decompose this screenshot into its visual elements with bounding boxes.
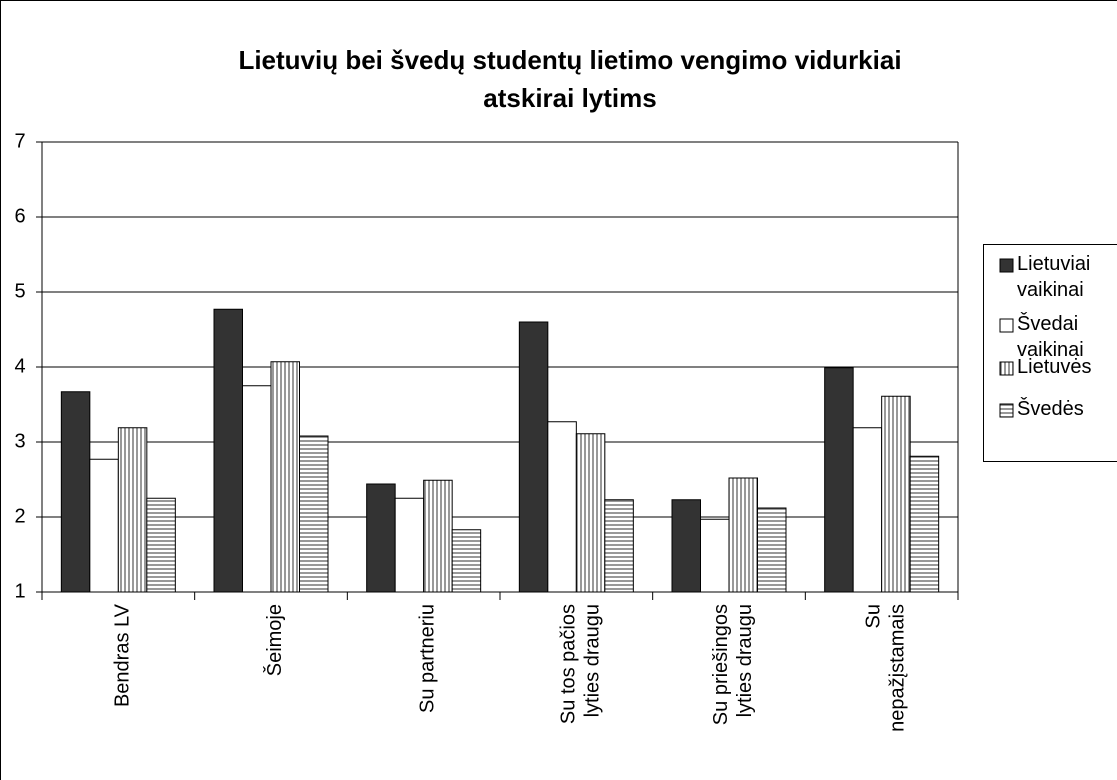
y-tick-label: 5 <box>14 280 25 302</box>
x-tick-label: Šeimoje <box>263 604 286 676</box>
bar <box>117 427 148 593</box>
bar <box>146 497 176 593</box>
bar <box>394 497 425 593</box>
bar <box>824 367 854 593</box>
legend-swatch <box>999 258 1014 273</box>
bar <box>852 427 883 593</box>
chart-title: Lietuvių bei švedų studentų lietimo veng… <box>238 45 901 113</box>
bar <box>451 529 482 593</box>
x-tick-label: Su tos pačios lyties draugu <box>558 604 604 724</box>
y-tick-label: 3 <box>14 430 25 452</box>
x-tick-label: Su priešingos lyties draugu <box>710 604 756 725</box>
x-tick-label: Su nepažįstamais <box>863 604 909 732</box>
bar <box>270 361 300 593</box>
bar <box>60 391 91 593</box>
y-tick-label: 7 <box>14 130 25 152</box>
bar <box>518 321 549 593</box>
legend-label: Švedai vaikinai <box>1017 312 1084 361</box>
bar <box>575 433 606 593</box>
bar <box>299 435 329 593</box>
bar <box>700 518 730 593</box>
bar <box>728 477 758 593</box>
legend-box <box>983 244 1117 462</box>
bar <box>366 483 396 593</box>
bar <box>671 499 701 593</box>
x-tick-label: Su partneriu <box>417 604 439 713</box>
bar <box>881 395 911 593</box>
y-tick-label: 6 <box>14 205 25 227</box>
x-tick-label: Bendras LV <box>112 603 134 707</box>
bar <box>909 455 940 593</box>
legend-swatch <box>999 361 1014 376</box>
legend-swatch <box>999 318 1014 333</box>
legend-label: Švedės <box>1017 397 1084 420</box>
bar <box>89 458 119 593</box>
bar <box>213 308 243 593</box>
bar <box>423 479 453 593</box>
y-tick-label: 2 <box>14 505 25 527</box>
bar <box>757 507 787 593</box>
bar <box>604 499 634 593</box>
legend-label: Lietuviai vaikinai <box>1017 253 1090 301</box>
bar <box>242 385 272 593</box>
y-tick-label: 4 <box>14 355 25 377</box>
legend-label: Lietuvės <box>1017 356 1092 378</box>
legend-swatch <box>999 403 1014 418</box>
bar <box>547 421 577 593</box>
y-tick-label: 1 <box>14 580 25 602</box>
